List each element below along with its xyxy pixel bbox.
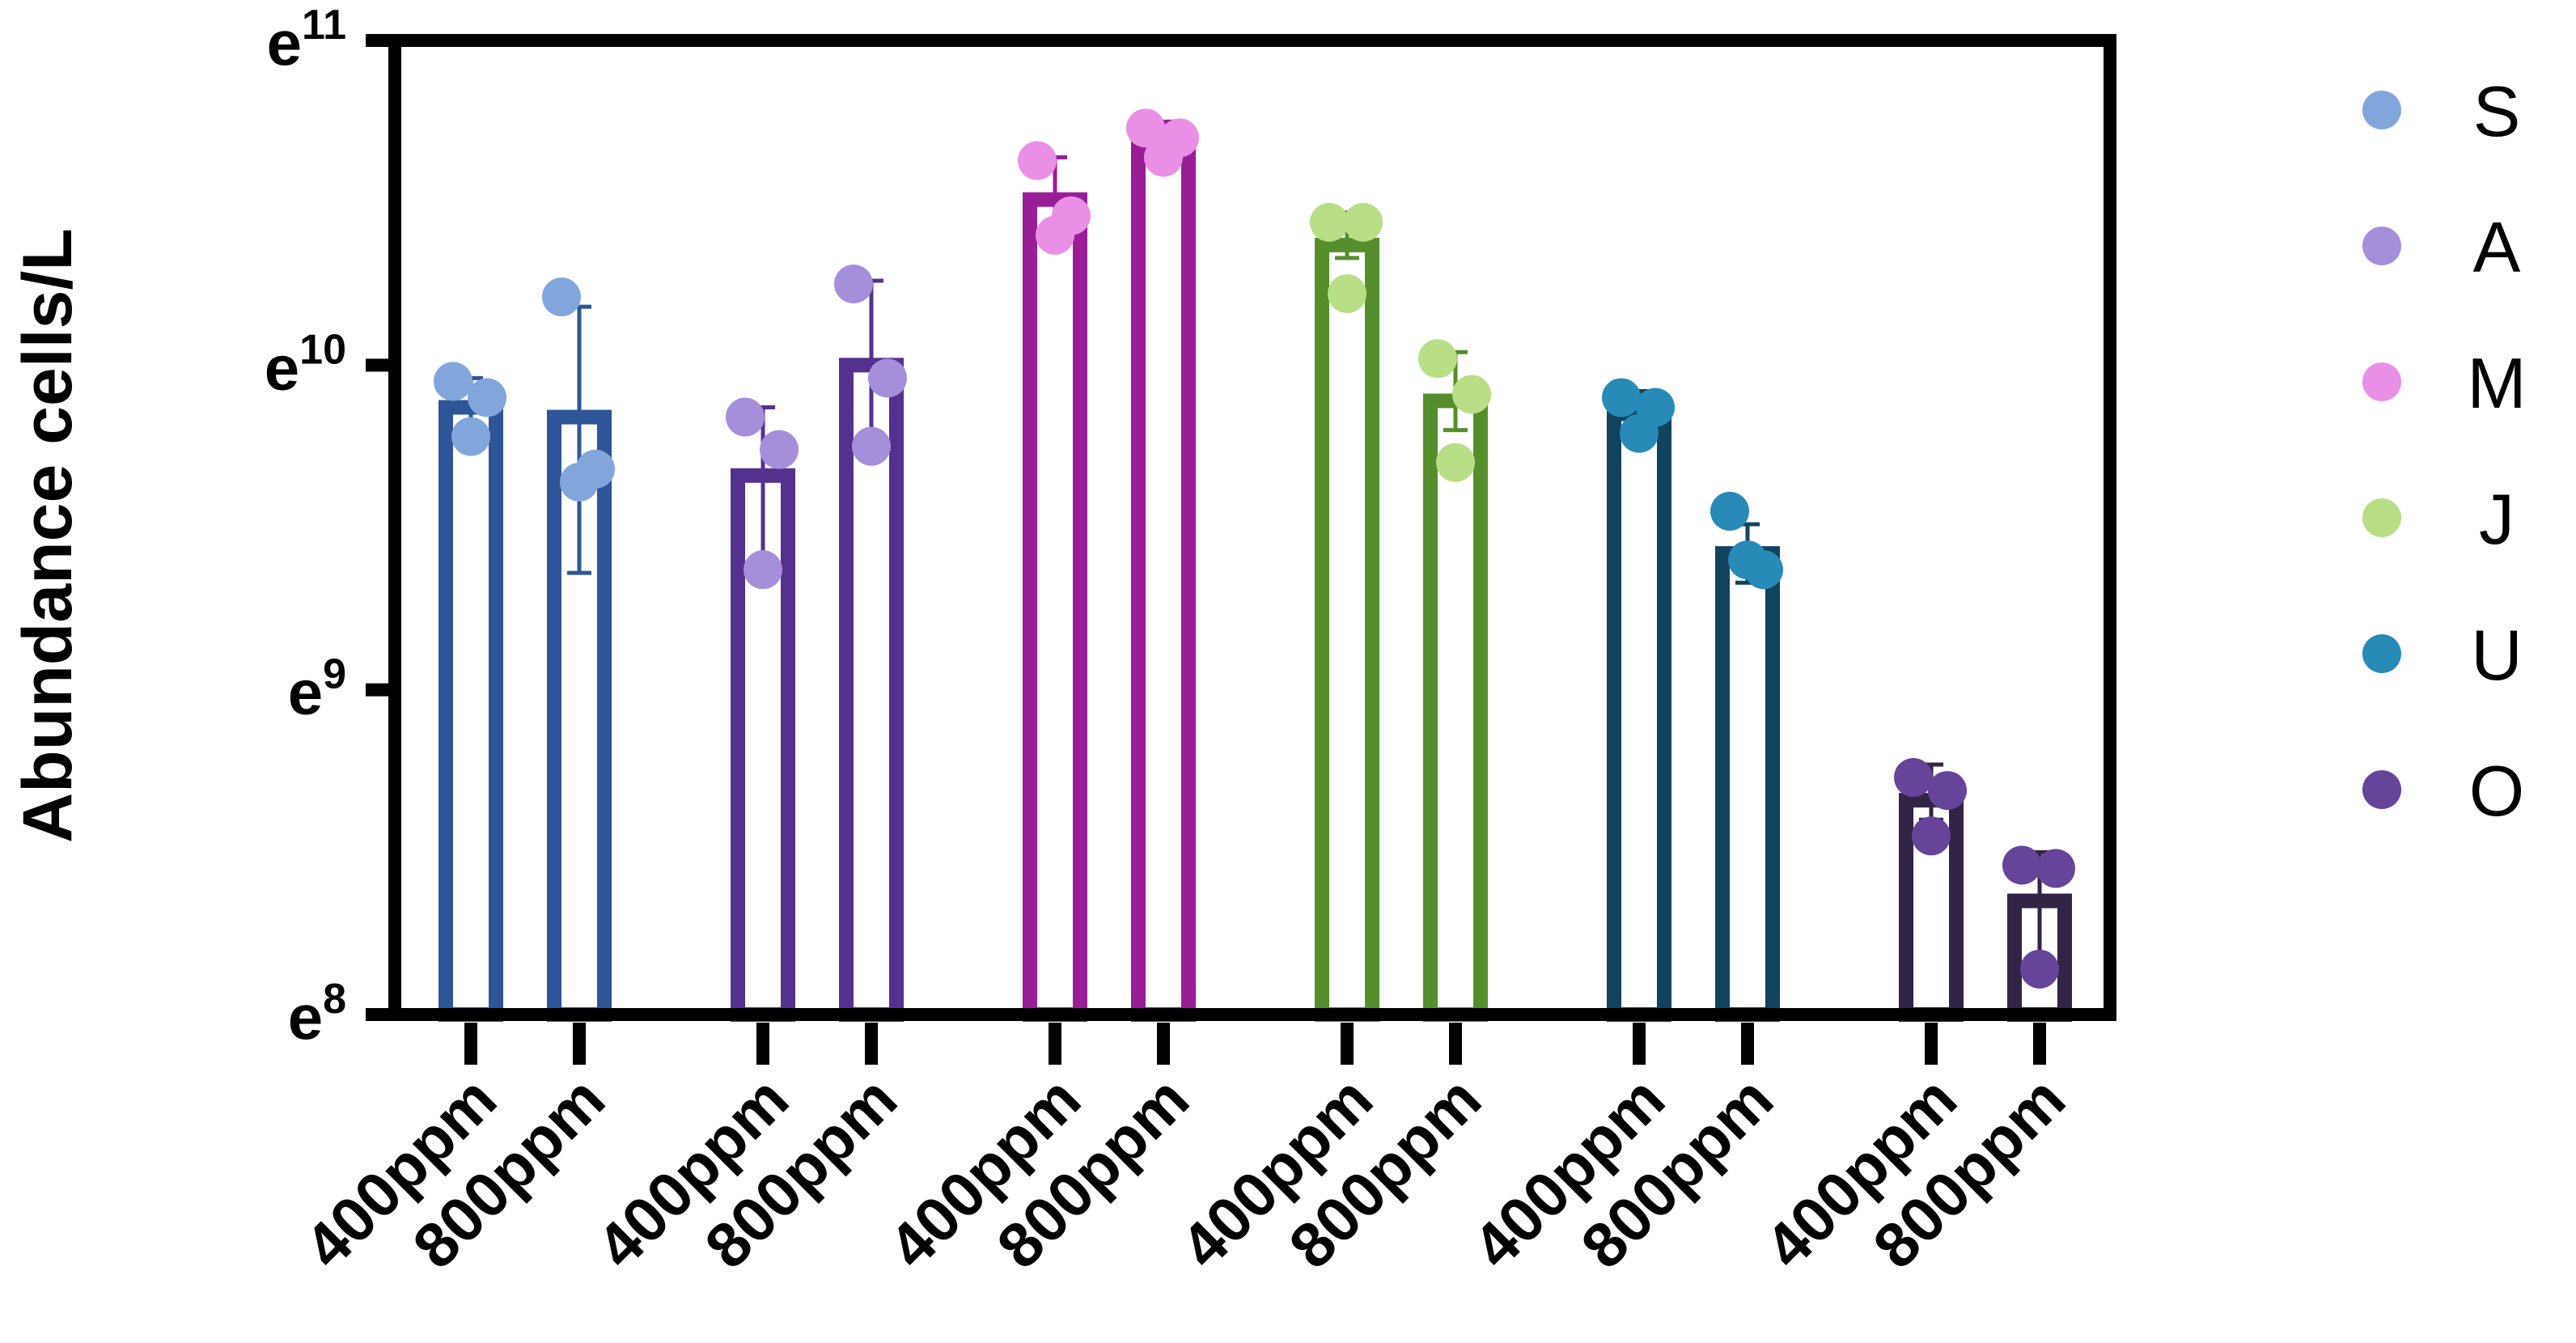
legend-label: S [2473,71,2521,151]
data-point [1894,758,1933,798]
data-point [451,417,490,456]
legend-marker [2362,362,2401,401]
legend-marker [2362,498,2401,537]
legend-marker [2362,634,2401,673]
x-tick-labels: 400ppm800ppm400ppm800ppm400ppm800ppm400p… [290,1063,2078,1282]
legend-label: O [2469,751,2524,831]
bar [1023,192,1087,1023]
data-point [834,265,873,303]
bar [1315,237,1379,1022]
data-point [1452,375,1491,414]
data-point [1144,138,1183,177]
bars-layer [439,119,2072,1023]
bar [439,400,503,1022]
axes-layer [366,34,2116,1065]
data-point [868,358,907,398]
bar [1715,546,1780,1022]
data-point [2002,845,2041,885]
y-tick-exponent: 10 [299,326,346,373]
data-point [1912,816,1951,856]
y-axis-label: Abundance cells/L [9,228,87,843]
y-tick-exponent: 8 [323,976,346,1023]
data-point [1310,202,1349,242]
bar [1131,137,1196,1023]
data-point [744,550,782,590]
data-point [852,426,891,466]
y-tick-base: e [288,657,323,728]
y-tick-base: e [267,7,302,78]
y-tick-base: e [288,981,323,1053]
data-point [1018,141,1057,180]
data-point [468,378,506,417]
data-point [1436,443,1475,482]
data-point [1344,202,1383,242]
bar [1607,406,1671,1022]
data-point [560,462,599,502]
points-layer [434,108,2075,989]
y-tick-label: e9 [288,651,346,728]
data-point [1126,108,1165,148]
plot-frame [388,34,2116,1021]
legend-marker [2362,227,2401,265]
y-tick-exponent: 11 [302,2,346,49]
y-tick-exponent: 9 [323,651,346,698]
data-point [1602,378,1641,417]
data-point [1728,540,1767,580]
legend-marker [2362,770,2401,809]
y-tick-label: e10 [265,326,346,403]
data-point [542,277,581,317]
legend-label: J [2479,479,2515,559]
data-point [2020,949,2059,989]
y-tick-label: e8 [288,976,346,1053]
legend-label: M [2467,343,2526,423]
y-tick-base: e [265,332,299,403]
legend-label: A [2473,207,2521,287]
legend-label: U [2471,615,2523,695]
data-point [1620,413,1659,453]
data-point [726,397,765,437]
data-point [1036,215,1074,255]
data-point [1418,339,1457,379]
data-point [434,362,472,401]
y-tick-label: e11 [267,2,346,78]
data-point [760,430,799,469]
legend-marker [2362,91,2401,129]
data-point [1710,491,1749,531]
bar [1423,393,1488,1023]
data-point [1328,274,1366,314]
data-point [1928,771,1967,811]
data-point [2036,849,2075,888]
